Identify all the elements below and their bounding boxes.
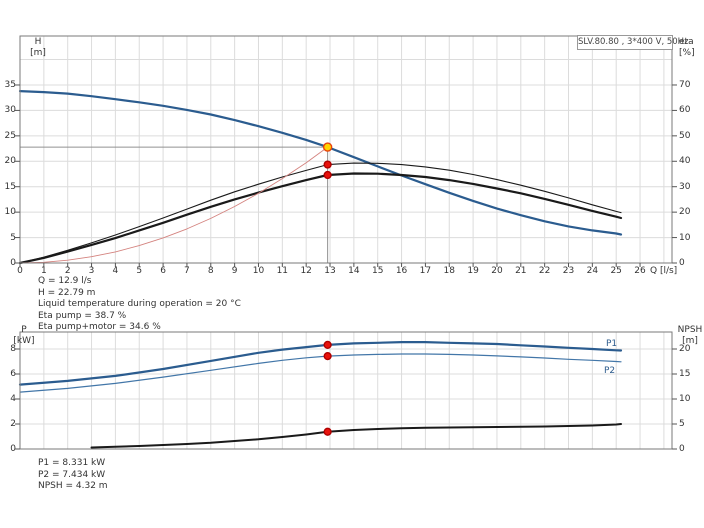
eta-axis-name: eta [679,37,694,47]
axis-tick-label: 4 [112,266,119,276]
axis-tick-label: 14 [348,266,360,276]
axis-tick-label: 20 [679,344,691,354]
h-axis-unit: [m] [30,48,46,58]
axis-tick-label: 2 [64,266,71,276]
axis-tick-label: 0 [17,266,23,276]
axis-tick-label: 4 [10,394,16,404]
axis-tick-label: 21 [515,266,527,276]
axis-tick-label: 10 [252,266,265,276]
eta-axis-title: eta [%] [679,37,703,59]
result-p2: P2 = 7.434 kW [38,469,106,480]
p2-point-marker [323,352,332,361]
npsh-axis-unit: [m] [682,336,698,346]
axis-tick-label: 10 [679,232,691,243]
axis-tick-label: 11 [276,266,289,276]
axis-tick-label: 8 [207,266,214,276]
axis-tick-label: 30 [679,181,691,192]
axis-tick-label: 8 [10,344,16,354]
p2-curve-label: P2 [604,366,616,376]
axis-tick-label: 15 [4,181,16,192]
axis-tick-label: 0 [10,258,16,268]
result-p1: P1 = 8.331 kW [38,458,106,468]
axis-tick-label: 3 [88,266,95,276]
result-npsh: NPSH = 4.32 m [38,481,108,492]
axis-tick-label: 17 [419,266,432,276]
axis-tick-label: 50 [679,130,691,141]
axis-tick-label: 10 [4,207,16,218]
axis-tick-label: 70 [679,79,691,90]
op-eta-motor: Eta pump+motor = 34.6 % [38,322,161,333]
eta-pump-point-marker [323,160,332,169]
p1-curve-label: P1 [606,339,618,349]
op-temp: Liquid temperature during operation = 20… [38,299,241,310]
axis-tick-label: 15 [679,369,691,379]
axis-tick-label: 9 [231,266,238,276]
axis-tick-label: 25 [610,266,622,276]
axis-tick-label: 5 [10,232,16,243]
axis-tick-label: 19 [467,266,479,276]
p1-point-marker [323,340,332,349]
axis-tick-label: 5 [679,419,685,429]
axis-tick-label: 0 [679,444,685,454]
op-q-value: Q = 12.9 l/s [38,276,92,286]
axis-tick-label: 10 [679,394,691,404]
axis-tick-label: 5 [136,266,143,276]
axis-tick-label: 30 [4,105,16,116]
npsh-axis-name: NPSH [677,325,703,335]
h-axis-title: H [m] [26,37,50,59]
eta-pump-motor-point-marker [323,170,332,180]
axis-tick-label: 15 [371,266,384,276]
p-axis-name: P [21,325,27,335]
axis-tick-label: 7 [184,266,190,276]
npsh-axis-title: NPSH [m] [676,325,704,347]
h-axis-name: H [34,37,42,47]
axis-tick-label: 0 [10,444,16,454]
eta-axis-unit: [%] [679,48,695,58]
operating-point-info: Q = 12.9 l/s H = 22.79 m Liquid temperat… [38,276,241,334]
pump-title-box: SLV.80.80 , 3*400 V, 50Hz [577,35,689,50]
axis-tick-label: 22 [538,266,551,276]
axis-tick-label: 16 [395,266,408,276]
axis-tick-label: 24 [586,266,599,276]
result-info: P1 = 8.331 kW P2 = 7.434 kW NPSH = 4.32 … [38,458,108,493]
axis-tick-label: 26 [634,266,646,276]
npsh-point-marker [323,427,332,436]
axis-tick-label: 40 [679,156,691,167]
p-axis-unit: [kW] [13,336,35,346]
p-axis-title: P [kW] [10,325,38,347]
axis-tick-label: 13 [324,266,336,276]
op-h-value: H = 22.79 m [38,287,96,298]
axis-tick-label: 20 [4,156,16,167]
axis-tick-label: 23 [562,266,575,276]
axis-tick-label: 12 [300,266,312,276]
axis-tick-label: 6 [10,369,16,379]
axis-tick-label: 25 [4,130,16,141]
axis-tick-label: 60 [679,105,691,116]
axis-tick-label: 0 [679,258,685,268]
axis-tick-label: 20 [491,266,503,276]
axis-tick-label: 35 [4,79,16,90]
duty-point-marker[interactable] [322,142,333,152]
axis-tick-label: 20 [679,207,691,218]
axis-tick-label: 1 [40,266,47,276]
axis-tick-label: 2 [10,419,16,429]
axis-tick-label: 18 [443,266,455,276]
q-axis-title: Q [l/s] [650,266,678,276]
axis-tick-label: 6 [160,266,166,276]
op-eta-pump: Eta pump = 38.7 % [38,310,127,321]
